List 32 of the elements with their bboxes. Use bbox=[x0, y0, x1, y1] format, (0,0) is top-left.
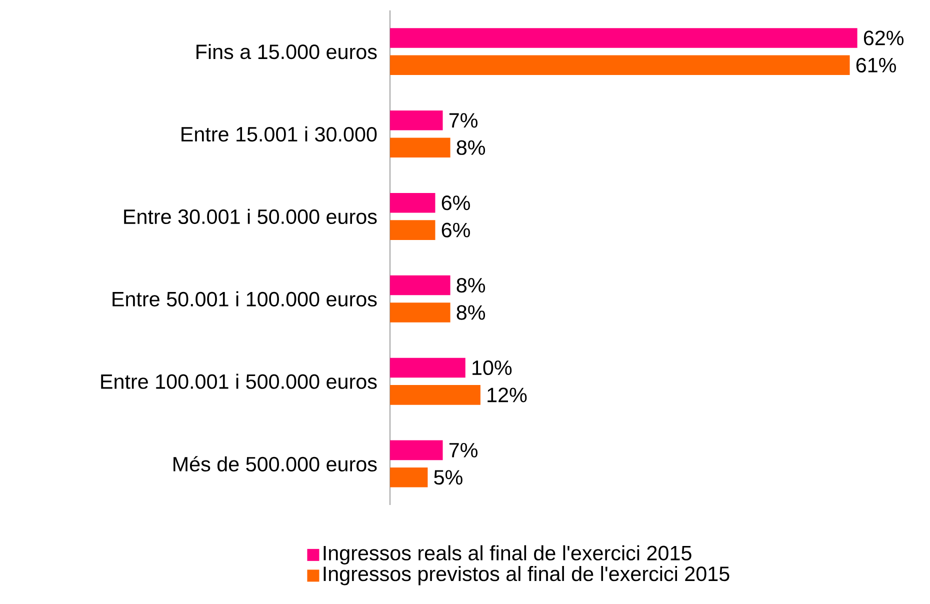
data-label: 61% bbox=[856, 58, 896, 72]
y-tick-label: Entre 50.001 i 100.000 euros bbox=[112, 291, 377, 306]
data-label: 6% bbox=[442, 222, 470, 238]
data-label: 8% bbox=[456, 140, 486, 155]
bar bbox=[390, 28, 858, 48]
data-label: 7% bbox=[449, 113, 478, 128]
y-tick-label: Entre 100.001 i 500.000 euros bbox=[101, 374, 377, 389]
legend-label: Ingressos previstos al final de l'exercici 2015 bbox=[324, 566, 730, 586]
data-label: 12% bbox=[488, 388, 527, 402]
bar bbox=[390, 385, 480, 405]
data-label: 6% bbox=[442, 196, 470, 210]
bar bbox=[390, 275, 450, 296]
bar bbox=[390, 55, 850, 76]
y-tick-label: Entre 15.001 i 30.000 bbox=[182, 126, 377, 142]
data-label: 10% bbox=[472, 360, 512, 376]
data-label: 7% bbox=[449, 442, 478, 458]
bar bbox=[390, 467, 428, 488]
bar bbox=[390, 220, 436, 240]
bar bbox=[390, 192, 436, 213]
data-label: 5% bbox=[434, 470, 462, 485]
y-tick-label: Fins a 15.000 euros bbox=[196, 44, 377, 60]
bar bbox=[390, 138, 450, 158]
bar bbox=[390, 358, 466, 378]
bar bbox=[390, 302, 450, 322]
legend-label: Ingressos reals al final de l'exercici 2015 bbox=[324, 545, 692, 564]
data-label: 8% bbox=[456, 278, 486, 293]
data-label: 62% bbox=[864, 30, 904, 46]
bar bbox=[390, 110, 443, 130]
y-tick-label: Entre 30.001 i 50.000 euros bbox=[124, 208, 377, 224]
bar bbox=[390, 440, 443, 460]
data-label: 8% bbox=[456, 305, 486, 320]
y-tick-label: Més de 500.000 euros bbox=[174, 456, 377, 472]
